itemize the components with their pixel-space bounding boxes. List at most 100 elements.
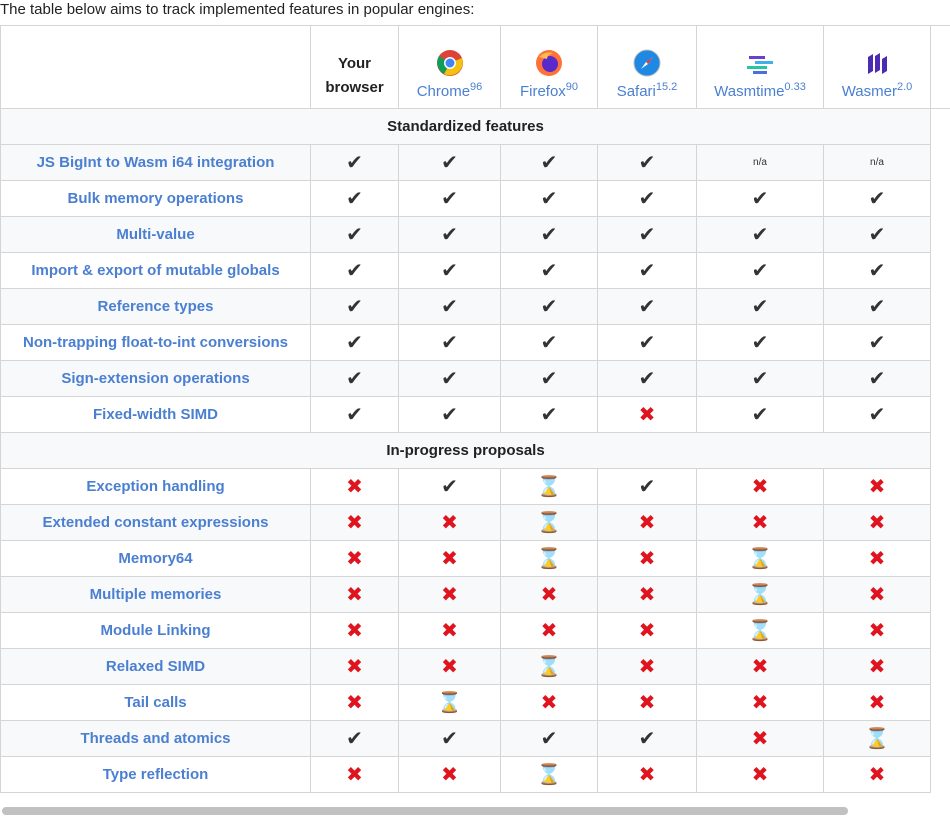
feature-row: Multi-value ✔ ✔ ✔ ✔ ✔ ✔ [0, 216, 950, 253]
browser-icon [747, 56, 773, 74]
support-cell: ✖ [310, 540, 399, 577]
feature-name: Module Linking [0, 612, 311, 649]
support-cell: n/a [823, 144, 931, 181]
corner [0, 25, 311, 109]
feature-name: Relaxed SIMD [0, 648, 311, 685]
feature-name: Memory64 [0, 540, 311, 577]
scrollbar[interactable] [2, 807, 848, 815]
intro-text: The table below aims to track implemente… [0, 1, 475, 18]
section-row: In-progress proposals [0, 432, 950, 469]
support-cell: ✔ [310, 720, 399, 757]
column-name: Safari [616, 83, 656, 100]
support-cell: ✔ [310, 288, 399, 325]
support-cell: ✔ [500, 360, 598, 397]
support-cell: ✔ [696, 288, 824, 325]
column-header: Your browser [310, 25, 399, 109]
support-cell: ✖ [696, 756, 824, 793]
support-cell: ✔ [597, 324, 697, 361]
feature-name: Threads and atomics [0, 720, 311, 757]
support-cell: ✖ [823, 648, 931, 685]
support-cell: ✔ [398, 144, 501, 181]
support-cell: ✔ [310, 180, 399, 217]
support-cell: ✔ [696, 216, 824, 253]
support-cell: ✖ [310, 756, 399, 793]
feature-row: Non-trapping float-to-int conversions ✔ ✔ ✔… [0, 324, 950, 361]
column-name: Firefox [519, 83, 566, 100]
support-cell: ✔ [823, 252, 931, 289]
feature-row: Sign-extension operations ✔ ✔ ✔ ✔ ✔ ✔ [0, 360, 950, 397]
support-cell: ✖ [310, 648, 399, 685]
support-cell: ✖ [500, 612, 598, 649]
support-cell: ✖ [310, 504, 399, 541]
support-cell: ✔ [500, 252, 598, 289]
feature-name: Tail calls [0, 684, 311, 721]
support-cell: ⌛ [500, 504, 598, 541]
support-cell: ⌛ [823, 720, 931, 757]
support-cell: ✖ [398, 576, 501, 613]
support-cell: ✔ [696, 396, 824, 433]
support-cell: ✖ [696, 684, 824, 721]
section-title: Standardized features [0, 108, 931, 145]
feature-row: Threads and atomics ✔ ✔ ✔ ✔ ✖ ⌛ [0, 720, 950, 757]
support-cell: ✖ [310, 576, 399, 613]
support-cell: ✔ [310, 216, 399, 253]
support-cell: ✔ [398, 324, 501, 361]
feature-row: Memory64 ✖ ✖ ⌛ ✖ ⌛ ✖ [0, 540, 950, 577]
column-name: Chrome [416, 83, 471, 100]
support-cell: ✖ [823, 576, 931, 613]
support-cell: ✖ [597, 612, 697, 649]
support-cell: ✖ [823, 612, 931, 649]
support-cell: ✔ [310, 360, 399, 397]
support-cell: ✖ [398, 648, 501, 685]
feature-name: Exception handling [0, 468, 311, 505]
feature-name: JS BigInt to Wasm i64 integration [0, 144, 311, 181]
section-row: Standardized features [0, 108, 950, 145]
feature-name: Multiple memories [0, 576, 311, 613]
support-cell: ✖ [310, 468, 399, 505]
support-cell: ✖ [597, 540, 697, 577]
support-cell: ✖ [597, 684, 697, 721]
feature-table: Your browser Chrome96 Firefox90 Safari15.2 W… [0, 25, 950, 793]
column-header: Wasmtime0.33 [696, 25, 824, 109]
browser-icon [436, 50, 463, 76]
support-cell: ✔ [500, 216, 598, 253]
support-cell: ✔ [398, 252, 501, 289]
feature-row: Import & export of mutable globals ✔ ✔ ✔ ✔ ✔ ✔ [0, 252, 950, 289]
support-cell: ✔ [823, 180, 931, 217]
column-version: 15.2 [655, 81, 678, 93]
column-name: Wasmer [841, 83, 897, 100]
feature-name: Import & export of mutable globals [0, 252, 311, 289]
support-cell: ✔ [597, 360, 697, 397]
support-cell: ✖ [823, 504, 931, 541]
column-header: Firefox90 [500, 25, 598, 109]
support-cell: ✖ [398, 540, 501, 577]
feature-name: Fixed-width SIMD [0, 396, 311, 433]
feature-row: Bulk memory operations ✔ ✔ ✔ ✔ ✔ ✔ [0, 180, 950, 217]
support-cell: ✖ [696, 648, 824, 685]
support-cell: ⌛ [500, 648, 598, 685]
support-cell: ✔ [696, 360, 824, 397]
support-cell: ✔ [597, 468, 697, 505]
support-cell: ✖ [823, 468, 931, 505]
feature-row: Type reflection ✖ ✖ ⌛ ✖ ✖ ✖ [0, 756, 950, 793]
feature-row: Exception handling ✖ ✔ ⌛ ✔ ✖ ✖ [0, 468, 950, 505]
support-cell: ✔ [310, 144, 399, 181]
column-header: Chrome96 [398, 25, 501, 109]
support-cell: ✖ [597, 576, 697, 613]
feature-row: Fixed-width SIMD ✔ ✔ ✔ ✖ ✔ ✔ [0, 396, 950, 433]
support-cell: ✔ [597, 216, 697, 253]
feature-name: Type reflection [0, 756, 311, 793]
support-cell: ✖ [696, 720, 824, 757]
support-cell: ✔ [823, 216, 931, 253]
feature-row: JS BigInt to Wasm i64 integration ✔ ✔ ✔ ✔ n/a… [0, 144, 950, 181]
feature-name: Multi-value [0, 216, 311, 253]
column-header: N [930, 25, 950, 109]
feature-row: Tail calls ✖ ⌛ ✖ ✖ ✖ ✖ [0, 684, 950, 721]
feature-name: Bulk memory operations [0, 180, 311, 217]
feature-name: Sign-extension operations [0, 360, 311, 397]
support-cell: ✔ [597, 252, 697, 289]
support-cell: ✔ [398, 216, 501, 253]
support-cell: ✔ [310, 396, 399, 433]
support-cell: ✖ [823, 756, 931, 793]
column-name: Your browser [325, 55, 384, 96]
